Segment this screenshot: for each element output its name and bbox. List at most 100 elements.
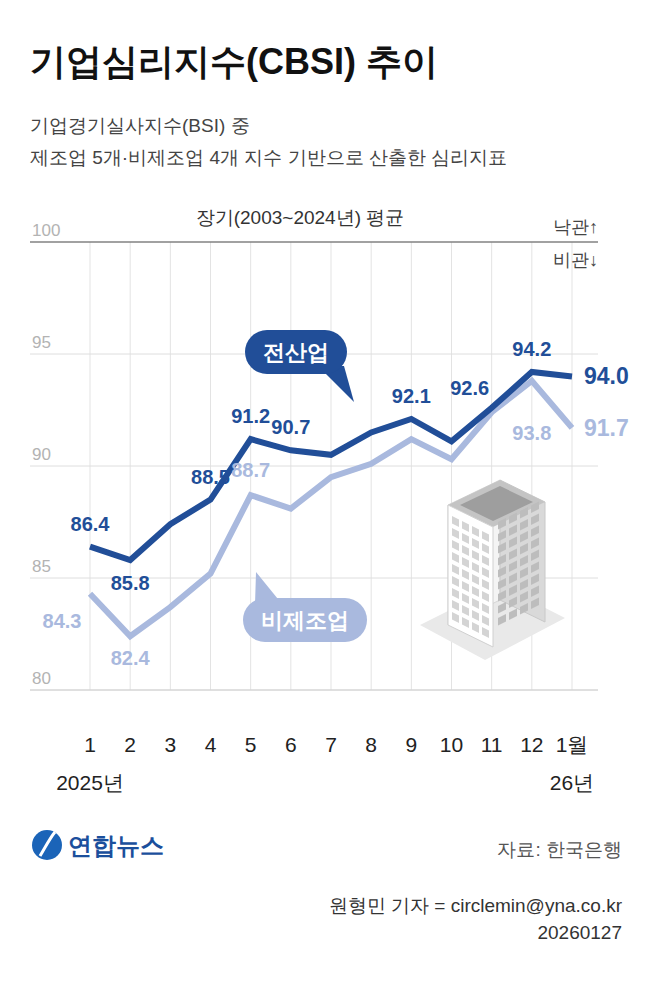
subtitle: 제조업 5개·비제조업 4개 지수 기반으로 산출한 심리지표: [30, 147, 507, 168]
credit: 20260127: [537, 922, 622, 943]
building-window: [482, 603, 489, 614]
building-window: [509, 609, 517, 621]
x-tick-label: 3: [164, 733, 176, 756]
grid: [30, 242, 598, 690]
subtitle: 기업경기실사지수(BSI) 중: [30, 115, 250, 136]
building-window: [472, 586, 479, 597]
x-axis-line: [30, 690, 598, 691]
building-window: [462, 521, 469, 532]
legend-label: 비제조업: [261, 608, 349, 633]
building-window: [509, 597, 517, 609]
building-window: [520, 591, 528, 603]
building-window: [509, 513, 517, 525]
data-label: 94.0: [584, 363, 629, 389]
x-tick-label: 12: [520, 733, 543, 756]
building-window: [482, 555, 489, 566]
building-window: [531, 562, 539, 574]
callout-box: [243, 598, 367, 642]
data-label: 93.8: [512, 422, 551, 444]
building-window: [498, 554, 506, 566]
credit: 원형민 기자 = circlemin@yna.co.kr: [329, 895, 623, 916]
building-window: [498, 542, 506, 554]
building-window: [498, 530, 506, 542]
building-window: [531, 526, 539, 538]
chart: 기업심리지수(CBSI) 추이기업경기실사지수(BSI) 중제조업 5개·비제조…: [0, 0, 650, 1003]
annotation: 비관↓: [553, 250, 598, 270]
building-window: [509, 585, 517, 597]
y-tick-label: 90: [32, 445, 51, 464]
building-window: [509, 561, 517, 573]
data-label: 82.4: [111, 647, 151, 669]
building-window: [472, 610, 479, 621]
building-window: [509, 525, 517, 537]
building-window: [472, 538, 479, 549]
building-window: [498, 602, 506, 614]
building-window: [509, 549, 517, 561]
annotation: 낙관↑: [553, 217, 598, 237]
y-tick-label: 100: [32, 221, 60, 240]
x-tick-label: 6: [285, 733, 297, 756]
building-window: [531, 514, 539, 526]
building-window: [452, 600, 459, 611]
building-window: [462, 605, 469, 616]
building-window: [452, 588, 459, 599]
building-window: [452, 552, 459, 563]
reference-line: [30, 241, 598, 242]
data-label: 90.7: [271, 416, 310, 438]
series-line: [90, 381, 572, 636]
title: 기업심리지수(CBSI) 추이: [30, 41, 438, 82]
data-label: 92.6: [450, 377, 489, 399]
building-window: [498, 578, 506, 590]
building-window: [531, 502, 539, 514]
building-window: [520, 531, 528, 543]
series-callout: 전산업: [245, 330, 354, 402]
building-window: [520, 555, 528, 567]
building-window: [482, 591, 489, 602]
x-tick-label: 2: [124, 733, 136, 756]
building-window: [520, 603, 528, 615]
building-window: [452, 576, 459, 587]
building-window: [462, 617, 469, 628]
x-tick-label: 8: [365, 733, 377, 756]
building-window: [520, 567, 528, 579]
legend-label: 전산업: [263, 340, 329, 365]
source: 자료: 한국은행: [497, 839, 622, 860]
building-illustration: [420, 480, 565, 660]
building-window: [462, 557, 469, 568]
building-window: [498, 518, 506, 530]
building-window: [452, 540, 459, 551]
data-label: 92.1: [392, 385, 431, 407]
y-tick-label: 80: [32, 669, 51, 688]
plot-area: [90, 372, 572, 636]
building-window: [520, 543, 528, 555]
building-window: [472, 562, 479, 573]
data-label: 85.8: [111, 572, 150, 594]
x-tick-label: 5: [245, 733, 257, 756]
building-window: [472, 622, 479, 633]
x-year-label: 26년: [550, 771, 594, 794]
data-label: 88.5: [191, 466, 230, 488]
data-label: 91.2: [231, 405, 270, 427]
data-label: 94.2: [512, 338, 551, 360]
building-window: [452, 528, 459, 539]
building-window: [482, 627, 489, 638]
building-window: [531, 586, 539, 598]
callout-box: [245, 330, 347, 374]
logo-icon-mark: [40, 832, 55, 856]
building-window: [482, 567, 489, 578]
logo-icon: [32, 830, 62, 860]
building-window: [482, 531, 489, 542]
x-tick-label: 7: [325, 733, 337, 756]
x-year-label: 2025년: [56, 771, 124, 794]
building-window: [462, 569, 469, 580]
building-window: [472, 598, 479, 609]
y-grid-line: [30, 466, 598, 467]
building-window: [498, 590, 506, 602]
data-label: 91.7: [584, 415, 629, 441]
x-tick-label: 11: [481, 733, 503, 756]
reference-label: 장기(2003~2024년) 평균: [196, 207, 405, 228]
y-tick-label: 95: [32, 333, 51, 352]
building-window: [472, 550, 479, 561]
building-window: [531, 574, 539, 586]
data-label: 86.4: [71, 513, 111, 535]
